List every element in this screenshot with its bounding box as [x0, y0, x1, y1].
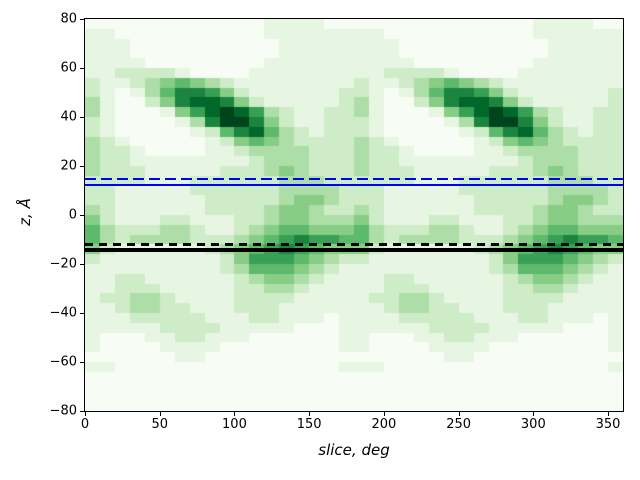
- y-tick-mark: [80, 68, 84, 69]
- y-tick-mark: [80, 166, 84, 167]
- x-tick-label: 0: [80, 417, 90, 432]
- x-tick-mark: [533, 412, 535, 416]
- y-tick-label: 60: [60, 60, 77, 76]
- y-tick-label: −40: [49, 305, 77, 321]
- x-tick-mark: [159, 412, 161, 416]
- plot-area: [84, 18, 624, 412]
- x-tick-mark: [234, 412, 236, 416]
- x-axis-label: slice, deg: [318, 441, 390, 459]
- y-tick-label: 40: [60, 109, 77, 125]
- reference-line-upper-solid: [85, 184, 623, 187]
- x-tick-label: 250: [446, 417, 472, 432]
- y-tick-mark: [80, 264, 84, 265]
- y-tick-mark: [80, 411, 84, 412]
- y-tick-mark: [80, 313, 84, 314]
- x-tick-label: 150: [296, 417, 322, 432]
- x-tick-label: 300: [520, 417, 546, 432]
- reference-line-lower-solid: [85, 247, 623, 252]
- y-axis-label: z, Å: [16, 198, 34, 226]
- x-tick-mark: [309, 412, 311, 416]
- x-tick-label: 50: [151, 417, 168, 432]
- x-tick-label: 100: [222, 417, 247, 432]
- y-tick-mark: [80, 362, 84, 363]
- y-tick-label: 0: [68, 207, 77, 223]
- y-tick-label: 20: [60, 158, 77, 174]
- x-tick-label: 200: [371, 417, 397, 432]
- reference-line-upper-dashed: [85, 178, 623, 181]
- y-tick-label: −20: [49, 256, 77, 272]
- x-tick-mark: [383, 412, 385, 416]
- y-tick-label: −60: [49, 354, 77, 370]
- y-tick-label: −80: [49, 403, 77, 419]
- heatmap-canvas: [85, 19, 623, 411]
- y-tick-label: 80: [60, 11, 77, 27]
- x-tick-label: 350: [595, 417, 621, 432]
- reference-line-lower-dashed: [85, 243, 623, 247]
- y-tick-mark: [80, 117, 84, 118]
- x-tick-mark: [85, 412, 86, 416]
- y-tick-mark: [80, 19, 84, 20]
- x-tick-mark: [608, 412, 610, 416]
- y-tick-mark: [80, 215, 84, 216]
- x-tick-mark: [458, 412, 460, 416]
